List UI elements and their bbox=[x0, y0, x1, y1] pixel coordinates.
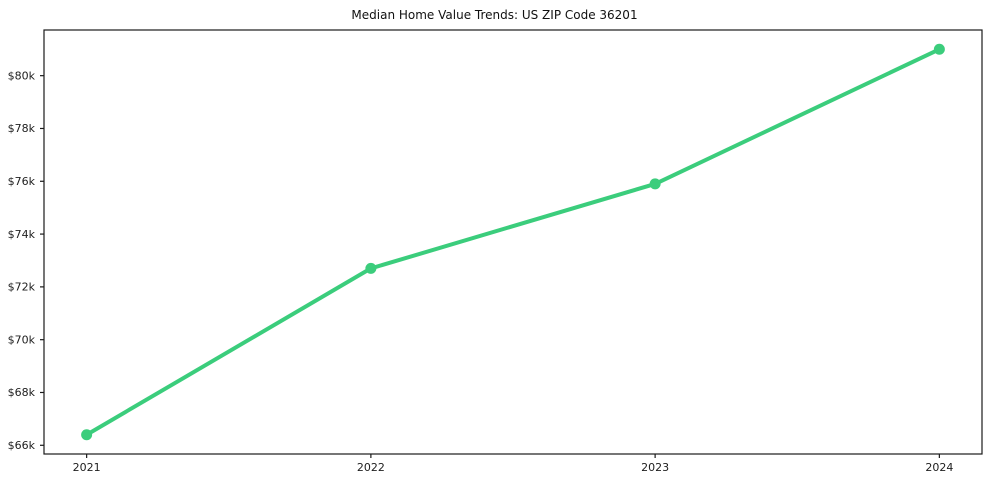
y-tick-label: $70k bbox=[8, 333, 36, 346]
y-tick-label: $76k bbox=[8, 175, 36, 188]
y-tick-label: $74k bbox=[8, 228, 36, 241]
y-tick-label: $80k bbox=[8, 69, 36, 82]
y-tick-label: $72k bbox=[8, 281, 36, 294]
data-point bbox=[933, 43, 945, 55]
y-tick-label: $66k bbox=[8, 439, 36, 452]
y-tick-label: $68k bbox=[8, 386, 36, 399]
x-tick-label: 2022 bbox=[357, 461, 385, 474]
data-point bbox=[649, 178, 661, 190]
data-point bbox=[81, 429, 93, 441]
x-tick-label: 2021 bbox=[73, 461, 101, 474]
y-tick-label: $78k bbox=[8, 122, 36, 135]
chart-title: Median Home Value Trends: US ZIP Code 36… bbox=[351, 8, 638, 22]
data-point bbox=[365, 262, 377, 274]
x-tick-label: 2023 bbox=[641, 461, 669, 474]
x-tick-label: 2024 bbox=[925, 461, 953, 474]
line-series bbox=[84, 47, 942, 437]
plot-area bbox=[43, 29, 983, 455]
